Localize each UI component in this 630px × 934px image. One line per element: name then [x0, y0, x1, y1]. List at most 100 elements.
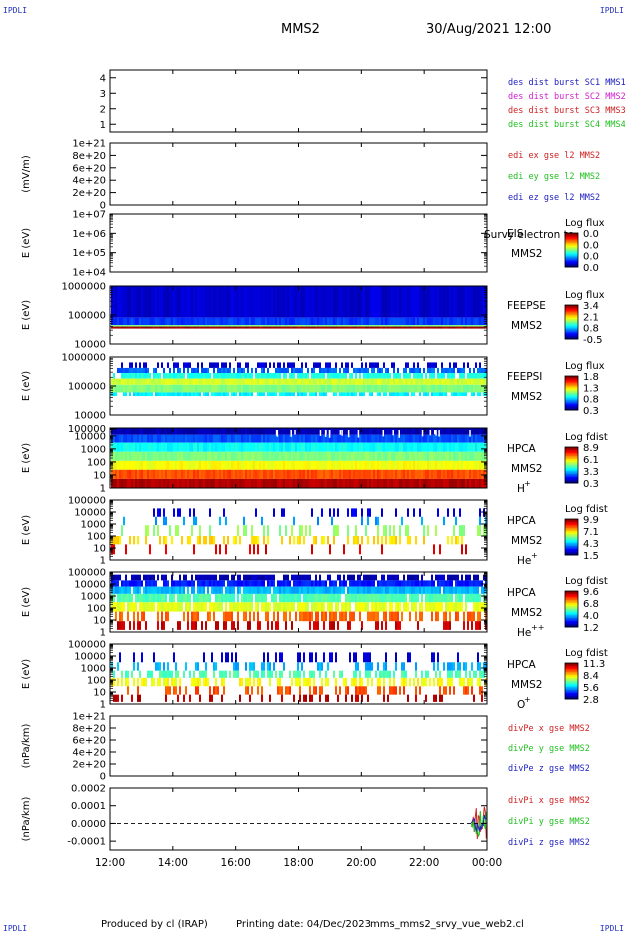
feepse-cell	[421, 286, 423, 318]
feepse-cell	[141, 317, 143, 326]
hpca_he2-cell	[319, 574, 321, 581]
feepsi-cell	[259, 362, 261, 368]
hpca_h-cell	[303, 478, 305, 488]
hpca_h-cell	[125, 469, 127, 479]
hpca_h-colorbar-swatch	[565, 474, 578, 476]
feepsi-cell	[163, 373, 165, 379]
hpca_he2-cell	[407, 574, 409, 581]
hpca_h-cell	[395, 478, 397, 488]
feepsi-cell	[333, 384, 335, 393]
hpca_h-cell	[395, 442, 397, 452]
feepsi-cell	[131, 384, 133, 393]
hpca_h-cell	[153, 442, 155, 452]
hpca_h-cell	[211, 442, 213, 452]
feepse-cell	[417, 326, 419, 329]
hpca_h-cell	[389, 469, 391, 479]
hpca_he2-cell	[343, 602, 345, 612]
feepsi-cell	[173, 384, 175, 393]
feepsi-cell	[223, 367, 225, 374]
hpca_h-cell	[277, 442, 279, 452]
hpca_he1-cell	[461, 525, 463, 536]
feepsi-cell	[283, 384, 285, 393]
hpca_h-cell	[185, 428, 187, 435]
feepsi-cell	[345, 362, 347, 368]
hpca_h-cell	[179, 442, 181, 452]
hpca_he1-colorbar-swatch	[565, 532, 578, 535]
hpca_h-cell	[423, 478, 425, 488]
hpca_h-cell	[211, 478, 213, 488]
hpca_h-cell	[321, 478, 323, 488]
feepse-cell	[371, 286, 373, 318]
hpca_h-cell	[295, 434, 297, 443]
feepse-cell	[351, 325, 353, 327]
hpca_he2-cell	[323, 602, 325, 612]
hpca_he2-cell	[137, 586, 139, 594]
hpca_he2-cell	[369, 580, 371, 587]
hpca_he2-cell	[351, 611, 353, 622]
hpca_h-cell	[401, 460, 403, 470]
hpca_h-cell	[201, 428, 203, 435]
feepse-cell	[133, 317, 135, 326]
hpca_h-cell	[327, 451, 329, 461]
hpca_h-cell	[441, 451, 443, 461]
hpca_h-cell	[249, 460, 251, 470]
hpca_h-cell	[437, 434, 439, 443]
hpca_he1-cell	[227, 536, 229, 545]
feepsi-cell	[275, 384, 277, 393]
feepsi-cell	[463, 362, 465, 368]
hpca_he2-cell	[259, 580, 261, 587]
feepsi-cell	[413, 362, 415, 368]
hpca_h-cell	[257, 478, 259, 488]
feepsi-cell	[365, 378, 367, 385]
feepsi-cell	[299, 384, 301, 393]
hpca_h-cell	[369, 451, 371, 461]
hpca_h-cell	[259, 442, 261, 452]
hpca_he2-cell	[371, 593, 373, 603]
hpca_he1-cell	[263, 536, 265, 545]
eis-frame	[109, 213, 488, 273]
hpca_h-cell	[227, 451, 229, 461]
hpca_h-cell	[185, 451, 187, 461]
hpca_h-cell	[361, 469, 363, 479]
hpca_he2-cell	[387, 574, 389, 581]
hpca_h-cell	[309, 478, 311, 488]
hpca_he2-cell	[377, 580, 379, 587]
feepsi-cell	[431, 392, 433, 397]
hpca_he2-cell	[403, 602, 405, 612]
hpca_he2-cell	[467, 593, 469, 603]
feepse-cell	[281, 326, 283, 329]
hpca_he2-cell	[421, 611, 423, 622]
feepse-cell	[241, 325, 243, 327]
feepsi-cell	[307, 378, 309, 385]
hpca_he2-cell	[349, 611, 351, 622]
hpca_he2-cell	[221, 586, 223, 594]
hpca_he2-cell	[439, 580, 441, 587]
hpca_he2-cell	[341, 586, 343, 594]
hpca_he2-cell	[275, 602, 277, 612]
hpca_he2-cell	[273, 586, 275, 594]
hpca_h-cell	[407, 442, 409, 452]
hpca_h-cell	[357, 442, 359, 452]
feepsi-cell	[411, 384, 413, 393]
feepse-cell	[407, 317, 409, 326]
hpca_h-cell	[317, 460, 319, 470]
hpca_h-cell	[133, 478, 135, 488]
feepsi-cell	[395, 392, 397, 397]
hpca_h-cell	[311, 460, 313, 470]
hpca_he2-cell	[271, 621, 273, 630]
hpca_he2-cell	[133, 580, 135, 587]
hpca_he2-cell	[307, 611, 309, 622]
hpca_he1-cell	[447, 536, 449, 545]
hpca_he1-cell	[423, 536, 425, 545]
hpca_he2-cell	[177, 602, 179, 612]
feepsi-cell	[443, 384, 445, 393]
feepse-colorbar-swatch	[565, 314, 578, 317]
hpca_h-cell	[395, 469, 397, 479]
hpca_h-colorbar-swatch	[565, 463, 578, 466]
eis-instrument-label: EIS	[507, 228, 524, 240]
hpca_he2-cell	[269, 586, 271, 594]
feepsi-cell	[247, 384, 249, 393]
hpca_he2-cell	[135, 580, 137, 587]
hpca_o-cell	[171, 677, 173, 687]
feepsi-cell	[435, 378, 437, 385]
